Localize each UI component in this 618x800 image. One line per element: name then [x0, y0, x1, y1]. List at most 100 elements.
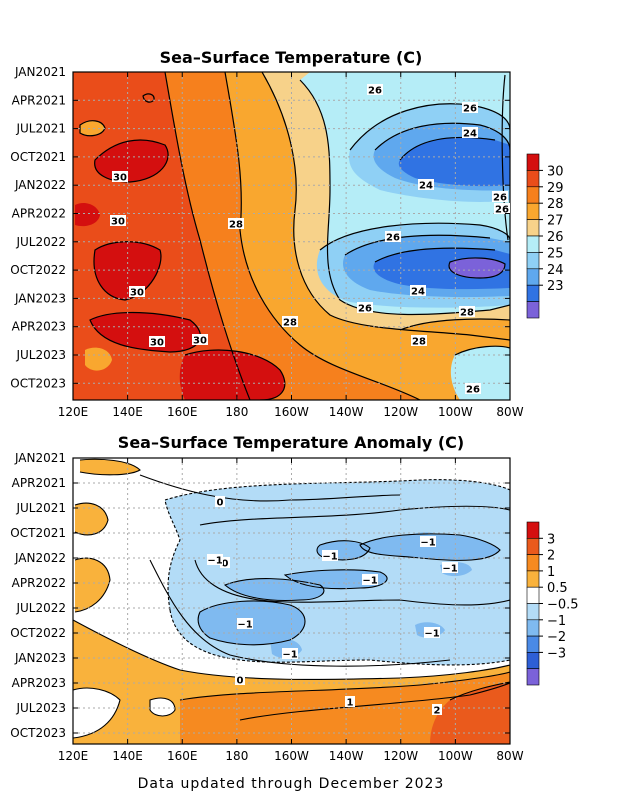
contour-label-bg — [215, 496, 225, 507]
contour-label: 28 — [229, 220, 243, 231]
colorbar-swatch — [526, 619, 540, 637]
contour-label: 24 — [411, 287, 425, 298]
contour-label: −1 — [424, 629, 439, 640]
x-tick-label: 160W — [274, 405, 309, 419]
x-tick-label: 140E — [112, 405, 143, 419]
colorbar-label: 2 — [547, 549, 555, 564]
contour-label-bg — [367, 84, 383, 95]
x-tick-label: 160E — [167, 405, 198, 419]
colorbar-label: −1 — [547, 614, 566, 629]
colorbar-label: 24 — [547, 263, 564, 278]
panel-a-title: Sea–Surface Temperature (C) — [160, 48, 423, 67]
y-tick-label: JUL2022 — [15, 601, 66, 615]
x-tick-label: 140W — [329, 749, 364, 763]
colorbar-label: 26 — [547, 230, 564, 245]
contour-label: −1 — [322, 552, 337, 563]
contour-label: 28 — [412, 337, 426, 348]
contour-label-bg — [282, 648, 298, 659]
y-tick-label: JAN2022 — [14, 178, 66, 192]
contour-label: 24 — [463, 129, 477, 140]
contour-label: 30 — [150, 338, 164, 349]
x-tick-label: 120E — [58, 749, 89, 763]
contour-label: −1 — [282, 650, 297, 661]
panel-b-title: Sea–Surface Temperature Anomaly (C) — [118, 433, 464, 452]
contour-label-bg — [220, 557, 230, 568]
contour-label: 24 — [419, 181, 433, 192]
colorbar-swatch — [526, 153, 540, 171]
panel-a-field — [73, 72, 510, 400]
contour-label-bg — [192, 334, 208, 345]
y-tick-label: JAN2022 — [14, 551, 66, 565]
y-tick-label: JAN2021 — [14, 451, 66, 465]
contour-label: −1 — [237, 620, 252, 631]
contour-label-bg — [362, 574, 378, 585]
panel-a-y-axis: JAN2021 APR2021 JUL2021 OCT2021 JAN2022 APR20… — [10, 65, 510, 390]
colorbar-swatch — [526, 170, 540, 188]
contour-label: 30 — [113, 173, 127, 184]
y-tick-label: OCT2023 — [10, 726, 66, 740]
y-tick-label: APR2023 — [12, 676, 66, 690]
x-tick-label: 180 — [225, 749, 248, 763]
contour-label: 0 — [217, 498, 224, 509]
contour-label-bg — [420, 536, 436, 547]
colorbar-swatch — [526, 186, 540, 204]
contour-label-bg — [345, 696, 355, 707]
x-tick-label: 120W — [383, 749, 418, 763]
colorbar-label: 29 — [547, 181, 564, 196]
contour-label-bg — [129, 286, 145, 297]
contour-label-bg — [237, 618, 253, 629]
colorbar-label: −0.5 — [547, 598, 579, 613]
y-tick-label: APR2022 — [12, 207, 66, 221]
colorbar-swatch — [526, 635, 540, 653]
contour-label: 26 — [386, 233, 400, 244]
colorbar-label: 25 — [547, 246, 564, 261]
x-tick-label: 140E — [112, 749, 143, 763]
y-tick-label: OCT2022 — [10, 263, 66, 277]
contour-label-bg — [462, 102, 478, 113]
contour-label: 26 — [493, 193, 507, 204]
contour-label-bg — [357, 302, 373, 313]
x-tick-label: 120E — [58, 405, 89, 419]
colorbar-swatch — [526, 219, 540, 237]
x-tick-label: 100W — [438, 749, 473, 763]
colorbar-swatch — [526, 202, 540, 220]
y-tick-label: JAN2023 — [14, 651, 66, 665]
contour-label: −1 — [442, 564, 457, 575]
y-tick-label: OCT2021 — [10, 526, 66, 540]
contour-label-bg — [462, 127, 478, 138]
colorbar-swatch — [526, 668, 540, 686]
y-tick-label: OCT2021 — [10, 150, 66, 164]
contour-label: 30 — [130, 288, 144, 299]
colorbar-label: 30 — [547, 164, 564, 179]
y-tick-label: JUL2023 — [15, 701, 66, 715]
contour-label-bg — [112, 171, 128, 182]
panel-b-colorbar: 3 210.5 −0.5−1−2−3 — [526, 521, 579, 686]
contour-label: 2 — [434, 706, 441, 717]
colorbar-label: −2 — [547, 630, 566, 645]
contour-label: 26 — [495, 205, 509, 216]
contour-label: 30 — [111, 217, 125, 228]
contour-label: 28 — [283, 318, 297, 329]
contour-label-bg — [424, 627, 440, 638]
contour-label-bg — [465, 383, 481, 394]
contour-label-bg — [110, 215, 126, 226]
colorbar-swatch — [526, 252, 540, 270]
contour-label: 30 — [193, 336, 207, 347]
footer-note: Data updated through December 2023 — [138, 776, 445, 792]
colorbar-label: 28 — [547, 197, 564, 212]
colorbar-label: −3 — [547, 646, 566, 661]
contour-label: 26 — [463, 104, 477, 115]
y-tick-label: JAN2023 — [14, 291, 66, 305]
contour-label-bg — [228, 218, 244, 229]
contour-label: 0 — [222, 559, 229, 570]
x-tick-label: 80W — [496, 749, 523, 763]
colorbar-label: 0.5 — [547, 581, 568, 596]
contour-label: 26 — [358, 304, 372, 315]
panel-b-y-axis: JAN2021 APR2021 JUL2021 OCT2021 JAN2022 APR20… — [10, 451, 510, 740]
y-tick-label: OCT2023 — [10, 376, 66, 390]
contour-label-bg — [410, 285, 426, 296]
colorbar-swatch — [526, 521, 540, 539]
